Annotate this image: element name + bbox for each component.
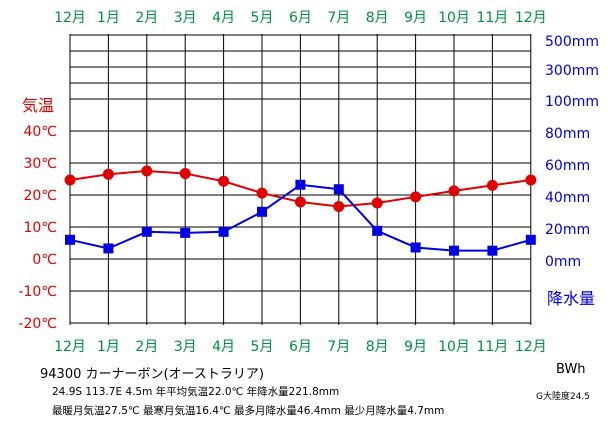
month-label-top: 2月 [135, 10, 158, 26]
precipitation-point [333, 184, 344, 195]
temperature-point [525, 174, 537, 186]
precipitation-point [487, 245, 498, 256]
climate-classification: BWh [556, 362, 586, 377]
precipitation-tick-label: 20mm [545, 222, 590, 238]
temperature-tick-label: 0℃ [32, 252, 57, 268]
temperature-tick-label: 30℃ [23, 156, 57, 172]
precipitation-point [372, 225, 383, 236]
precipitation-tick-label: 60mm [545, 158, 590, 174]
month-label-top: 12月 [515, 10, 547, 26]
precipitation-point [218, 226, 229, 237]
temperature-point [256, 187, 268, 199]
precipitation-tick-label: 300mm [545, 63, 599, 79]
temperature-point [141, 165, 153, 177]
temperature-point [179, 168, 191, 180]
station-summary-line1: 24.9S 113.7E 4.5m 年平均気温22.0℃ 年降水量221.8mm [52, 386, 340, 398]
precipitation-tick-label: 500mm [545, 34, 599, 50]
precipitation-axis-label: 降水量 [547, 289, 595, 308]
temperature-point [333, 201, 345, 213]
station-title: 94300 カーナーボン(オーストラリア) [40, 367, 264, 382]
month-label-top: 4月 [212, 10, 235, 26]
temperature-point [218, 175, 230, 187]
month-label-top: 1月 [97, 10, 120, 26]
bottom-month-labels: 12月 1月 2月 3月 4月 5月 6月 7月 8月 9月 10月 11月 12月 [54, 339, 547, 355]
month-label-bottom: 7月 [327, 339, 350, 355]
month-label-top: 5月 [251, 10, 274, 26]
month-label-top: 11月 [476, 10, 508, 26]
month-label-bottom: 12月 [515, 339, 547, 355]
precipitation-point [141, 226, 152, 237]
temperature-axis-label: 気温 [22, 96, 54, 115]
month-label-top: 7月 [327, 10, 350, 26]
precipitation-tick-label: 40mm [545, 190, 590, 206]
month-label-bottom: 5月 [251, 339, 274, 355]
precipitation-tick-label: 80mm [545, 126, 590, 142]
top-month-labels: 12月 1月 2月 3月 4月 5月 6月 7月 8月 9月 10月 11月 12月 [54, 10, 547, 26]
precipitation-point [180, 227, 191, 238]
month-label-top: 10月 [438, 10, 470, 26]
month-label-bottom: 10月 [438, 339, 470, 355]
precipitation-point [449, 245, 459, 256]
month-label-bottom: 4月 [212, 339, 235, 355]
month-label-top: 12月 [54, 10, 86, 26]
continentality-index: G大陸度24.5 [536, 392, 591, 402]
precipitation-point [65, 234, 75, 245]
temperature-tick-label: -10℃ [18, 284, 57, 300]
precipitation-point [257, 206, 267, 217]
month-label-bottom: 11月 [476, 339, 508, 355]
temperature-point [448, 185, 460, 197]
temperature-point [294, 196, 306, 208]
precipitation-tick-label: 100mm [545, 94, 599, 110]
month-label-top: 3月 [174, 10, 197, 26]
precipitation-point [525, 234, 536, 245]
precipitation-point [103, 243, 114, 254]
precipitation-point [295, 179, 306, 190]
month-label-bottom: 8月 [366, 339, 389, 355]
month-label-top: 6月 [289, 10, 312, 26]
month-label-bottom: 6月 [289, 339, 312, 355]
precipitation-tick-label: 0mm [545, 254, 581, 270]
temperature-tick-label: 20℃ [23, 188, 57, 204]
month-label-bottom: 1月 [97, 339, 120, 355]
month-label-top: 8月 [366, 10, 389, 26]
temperature-tick-label: 10℃ [23, 220, 57, 236]
temperature-point [486, 179, 498, 191]
temperature-tick-label: 40℃ [23, 124, 57, 140]
month-label-bottom: 12月 [54, 339, 86, 355]
temperature-point [64, 174, 76, 186]
temperature-axis-ticks: 40℃ 30℃ 20℃ 10℃ 0℃ -10℃ -20℃ [18, 124, 57, 332]
temperature-tick-label: -20℃ [18, 316, 57, 332]
precipitation-series [65, 179, 536, 256]
temperature-series [64, 165, 537, 213]
month-label-bottom: 2月 [135, 339, 158, 355]
temperature-point [410, 191, 422, 203]
chart-grid [69, 34, 532, 325]
precipitation-axis-ticks: 500mm 300mm 100mm 80mm 60mm 40mm 20mm 0mm [545, 34, 599, 270]
climate-chart: 12月 1月 2月 3月 4月 5月 6月 7月 8月 9月 10月 11月 12月 12月 1月 2月 3月… [18, 10, 599, 355]
temperature-point [102, 168, 114, 180]
month-label-top: 9月 [404, 10, 427, 26]
precipitation-point [410, 242, 421, 253]
month-label-bottom: 9月 [404, 339, 427, 355]
station-summary-line2: 最暖月気温27.5℃ 最寒月気温16.4℃ 最多月降水量46.4mm 最少月降水… [52, 405, 445, 417]
month-label-bottom: 3月 [174, 339, 197, 355]
temperature-point [371, 197, 383, 209]
